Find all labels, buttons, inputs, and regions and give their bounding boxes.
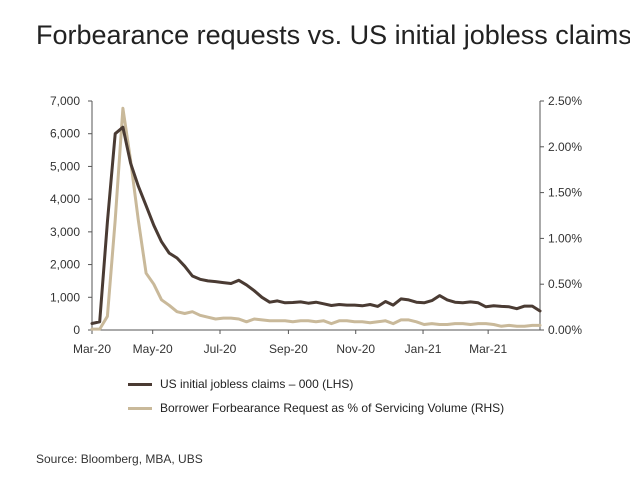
x-tick-label: Sep-20	[269, 342, 308, 356]
legend-item-forbearance: Borrower Forbearance Request as % of Ser…	[128, 396, 504, 420]
legend-label-jobless-claims: US initial jobless claims – 000 (LHS)	[160, 377, 354, 391]
y-right-tick-label: 0.00%	[548, 323, 582, 337]
x-tick-label: Mar-20	[73, 342, 111, 356]
y-left-tick-label: 2,000	[50, 258, 80, 272]
y-right-tick-label: 2.50%	[548, 94, 582, 108]
series-line-jobless-claims	[90, 125, 542, 325]
legend-swatch-forbearance	[128, 406, 152, 410]
y-left-tick-label: 7,000	[50, 94, 80, 108]
series-line-forbearance	[90, 106, 542, 331]
x-tick-label: Jul-20	[204, 342, 237, 356]
axes: 0 1,000 2,000 3,000 4,000 5,000 6,000 7,000 0.00…	[50, 94, 582, 356]
y-left-tick-label: 0	[73, 323, 80, 337]
chart-legend: US initial jobless claims – 000 (LHS) Bo…	[128, 372, 504, 420]
legend-label-forbearance: Borrower Forbearance Request as % of Ser…	[160, 401, 505, 415]
y-left-tick-label: 3,000	[50, 225, 80, 239]
series-lines	[90, 106, 542, 331]
y-right-tick-label: 1.00%	[548, 231, 582, 245]
y-left-tick-label: 4,000	[50, 192, 80, 206]
legend-item-jobless-claims: US initial jobless claims – 000 (LHS)	[128, 372, 504, 396]
x-tick-label: Jan-21	[405, 342, 442, 356]
y-left-tick-label: 6,000	[50, 127, 80, 141]
y-left-tick-label: 5,000	[50, 159, 80, 173]
legend-swatch-jobless-claims	[128, 382, 152, 386]
x-tick-label: May-20	[133, 342, 173, 356]
x-tick-label: Nov-20	[336, 342, 375, 356]
y-right-tick-label: 1.50%	[548, 186, 582, 200]
chart-title: Forbearance requests vs. US initial jobl…	[36, 20, 630, 50]
y-right-tick-label: 2.00%	[548, 140, 582, 154]
y-right-tick-label: 0.50%	[548, 277, 582, 291]
x-tick-label: Mar-21	[469, 342, 507, 356]
source-note: Source: Bloomberg, MBA, UBS	[36, 452, 203, 466]
y-left-tick-label: 1,000	[50, 290, 80, 304]
